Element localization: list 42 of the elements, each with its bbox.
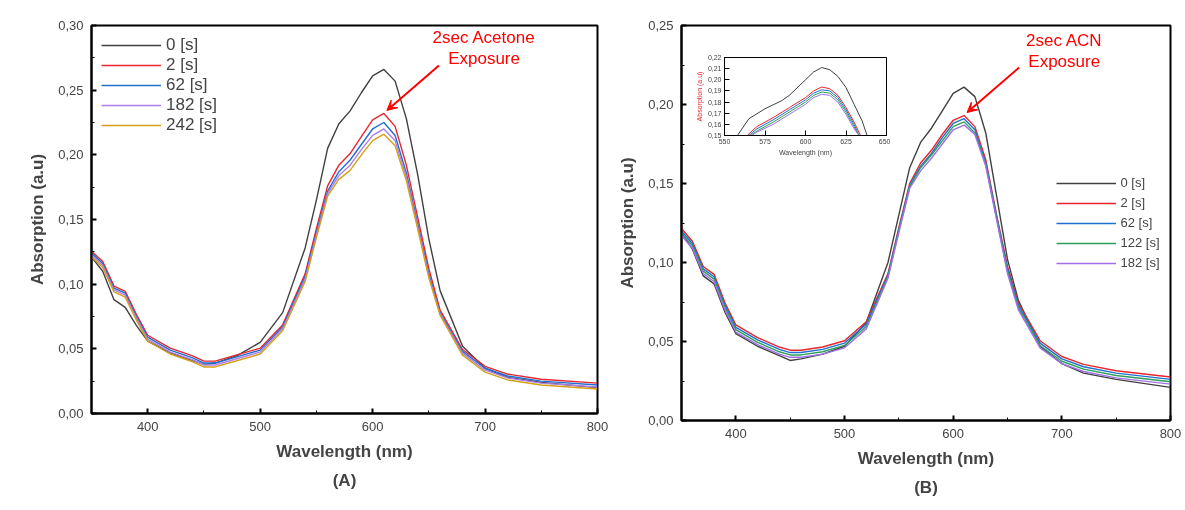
x-tick-label: 700 [474,418,496,434]
legend-label: 122 [s] [1120,235,1160,250]
legend-label: 182 [s] [166,95,218,115]
y-tick-label: 0,15 [58,212,84,227]
x-axis-title: Wavelength (nm) [276,441,413,461]
x-tick-label: 600 [361,418,384,434]
y-tick-label: 0,25 [647,18,674,33]
x-tick-label: 400 [136,418,159,434]
legend-label: 62 [s] [166,75,208,95]
x-tick-label: 500 [249,418,272,434]
legend-label: 2 [s] [166,55,199,75]
y-tick-label: 0,25 [58,82,84,98]
y-axis-title: Absorption (a.u) [617,157,637,289]
y-tick-label: 0,00 [58,406,84,421]
legend-label: 182 [s] [1120,255,1160,270]
legend-label: 242 [s] [166,115,218,135]
y-tick-label: 0,00 [647,413,674,428]
y-tick-label: 0,05 [647,334,674,349]
y-tick-label: 0,05 [58,341,84,357]
legend-label: 2 [s] [1120,195,1146,210]
legend-label: 62 [s] [1120,215,1153,230]
legend-label: 0 [s] [1120,175,1146,190]
annotation: 2sec Acetone Exposure [432,28,535,69]
annotation: 2sec ACN Exposure [1025,30,1102,71]
x-tick-label: 600 [941,425,964,441]
y-tick-label: 0,20 [647,97,674,112]
legend-label: 0 [s] [166,35,199,55]
text: (B) [913,477,938,497]
x-tick-label: 800 [586,418,609,434]
x-tick-label: 700 [1050,425,1073,441]
y-tick-label: 0,20 [58,147,84,163]
y-tick-label: 0,10 [58,276,84,292]
x-axis-title: Wavelength (nm) [857,448,994,468]
x-tick-label: 500 [833,425,855,441]
y-tick-label: 0,10 [647,255,674,270]
y-tick-label: 0,15 [647,176,674,191]
x-tick-label: 400 [724,425,747,441]
text: (A) [332,470,357,490]
x-tick-label: 800 [1159,425,1181,441]
line-series [736,67,868,136]
y-axis-title: Absorption (a.u) [28,153,48,286]
y-tick-label: 0,30 [58,18,84,33]
